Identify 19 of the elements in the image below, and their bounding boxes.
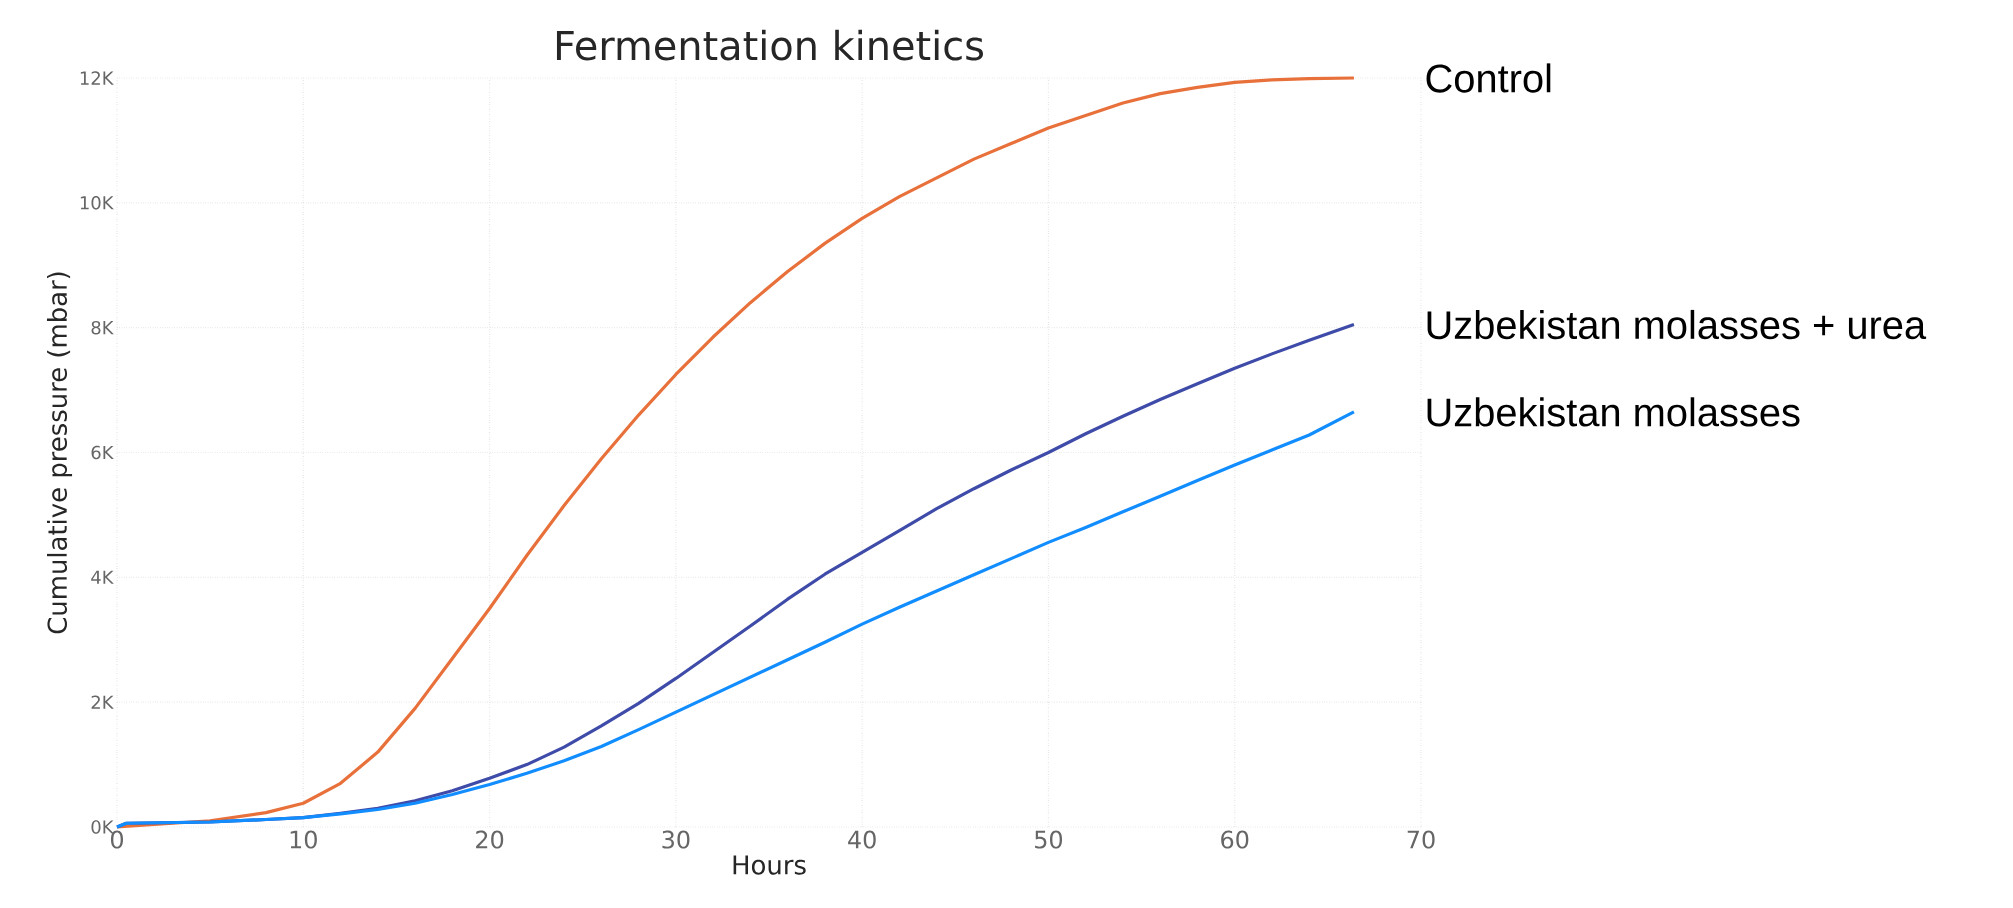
series-label: Control — [1426, 63, 1551, 93]
x-tick-label: 10 — [290, 830, 317, 849]
series-label: Uzbekistan molasses + urea — [1427, 309, 1927, 340]
y-tick-label: 4K — [91, 570, 114, 584]
chart-title: Fermentation kinetics — [556, 29, 983, 61]
x-tick-label: 60 — [1221, 830, 1249, 849]
y-tick-label: 6K — [91, 445, 114, 460]
y-tick-label: 10K — [80, 196, 114, 210]
x-tick-label: 70 — [1407, 830, 1435, 849]
series-label: Uzbekistan molasses — [1427, 397, 1800, 427]
x-tick-label: 20 — [476, 830, 504, 849]
x-tick-label: 30 — [662, 830, 690, 849]
x-tick-label: 40 — [848, 830, 876, 849]
y-axis-title: Cumulative pressure (mbar) — [46, 272, 73, 634]
y-tick-label: 12K — [80, 71, 114, 85]
x-axis-title: Hours — [733, 855, 806, 875]
y-tick-label: 8K — [91, 320, 114, 335]
y-tick-label: 2K — [91, 695, 114, 709]
x-tick-label: 50 — [1035, 830, 1063, 849]
